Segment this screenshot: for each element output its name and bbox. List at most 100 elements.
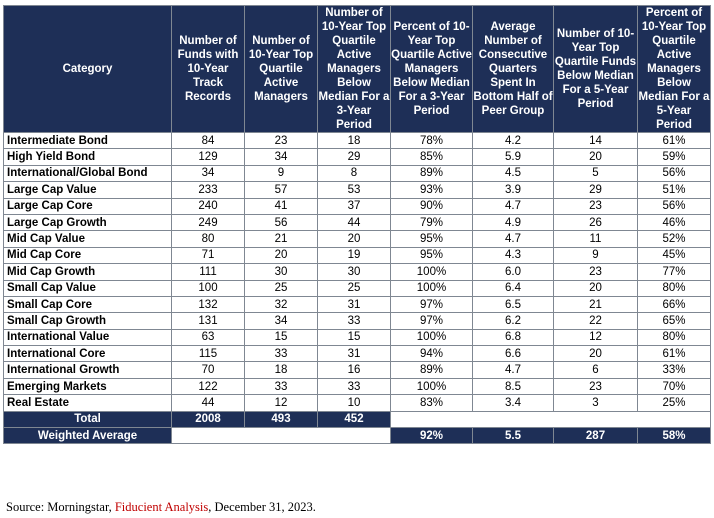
avg-quarters-cell: 4.2 xyxy=(472,131,554,150)
below-median-3yr-cell: 8 xyxy=(317,164,391,183)
source-highlight: Fiducient Analysis xyxy=(114,500,209,514)
funds-cell: 100 xyxy=(171,279,245,297)
pct-3yr-cell: 97% xyxy=(390,295,473,314)
pct-3yr-cell: 89% xyxy=(390,361,473,379)
pct-5yr-cell: 46% xyxy=(637,213,711,232)
funds-cell: 70 xyxy=(171,361,245,379)
weighted-average-pct-3yr: 92% xyxy=(390,427,473,445)
table-row: Intermediate Bond 84 23 18 78% 4.2 14 61… xyxy=(3,131,711,150)
total-row: Total 2008 493 452 xyxy=(3,410,711,429)
header-avg-quarters: Average Number of Consecutive Quarters S… xyxy=(472,5,554,133)
avg-quarters-cell: 6.4 xyxy=(472,279,554,297)
weighted-average-row: Weighted Average 92% 5.5 287 58% xyxy=(3,427,711,445)
category-cell: Small Cap Core xyxy=(3,295,172,314)
below-median-3yr-cell: 31 xyxy=(317,295,391,314)
category-cell: International/Global Bond xyxy=(3,164,172,183)
avg-quarters-cell: 6.2 xyxy=(472,312,554,330)
below-median-3yr-cell: 33 xyxy=(317,377,391,396)
pct-5yr-cell: 56% xyxy=(637,164,711,183)
below-median-5yr-cell: 9 xyxy=(553,246,638,265)
avg-quarters-cell: 3.4 xyxy=(472,394,554,412)
pct-3yr-cell: 89% xyxy=(390,164,473,183)
pct-3yr-cell: 90% xyxy=(390,197,473,215)
below-median-5yr-cell: 23 xyxy=(553,197,638,215)
below-median-3yr-cell: 20 xyxy=(317,230,391,248)
below-median-3yr-cell: 53 xyxy=(317,181,391,199)
fund-performance-table: Category Number of Funds with 10-Year Tr… xyxy=(3,5,711,445)
below-median-5yr-cell: 29 xyxy=(553,181,638,199)
below-median-5yr-cell: 20 xyxy=(553,279,638,297)
below-median-3yr-cell: 37 xyxy=(317,197,391,215)
pct-5yr-cell: 80% xyxy=(637,328,711,347)
category-cell: High Yield Bond xyxy=(3,148,172,166)
header-pct-below-median-3yr: Percent of 10-Year Top Quartile Active M… xyxy=(390,5,473,133)
top-quartile-cell: 34 xyxy=(244,148,318,166)
funds-cell: 44 xyxy=(171,394,245,412)
header-category: Category xyxy=(3,5,172,133)
category-cell: Mid Cap Growth xyxy=(3,263,172,281)
total-below-median-3yr: 452 xyxy=(317,410,391,429)
category-cell: Small Cap Value xyxy=(3,279,172,297)
top-quartile-cell: 33 xyxy=(244,345,318,363)
funds-cell: 240 xyxy=(171,197,245,215)
pct-5yr-cell: 45% xyxy=(637,246,711,265)
pct-3yr-cell: 100% xyxy=(390,328,473,347)
below-median-5yr-cell: 3 xyxy=(553,394,638,412)
top-quartile-cell: 20 xyxy=(244,246,318,265)
table-row: Emerging Markets 122 33 33 100% 8.5 23 7… xyxy=(3,377,711,396)
avg-quarters-cell: 8.5 xyxy=(472,377,554,396)
below-median-3yr-cell: 29 xyxy=(317,148,391,166)
funds-cell: 122 xyxy=(171,377,245,396)
below-median-3yr-cell: 30 xyxy=(317,263,391,281)
below-median-3yr-cell: 44 xyxy=(317,213,391,232)
table-row: Small Cap Value 100 25 25 100% 6.4 20 80… xyxy=(3,279,711,297)
below-median-5yr-cell: 23 xyxy=(553,377,638,396)
header-row: Category Number of Funds with 10-Year Tr… xyxy=(3,5,711,133)
below-median-5yr-cell: 26 xyxy=(553,213,638,232)
below-median-5yr-cell: 12 xyxy=(553,328,638,347)
pct-3yr-cell: 95% xyxy=(390,230,473,248)
pct-5yr-cell: 52% xyxy=(637,230,711,248)
header-top-quartile: Number of 10-Year Top Quartile Active Ma… xyxy=(244,5,318,133)
funds-cell: 80 xyxy=(171,230,245,248)
category-cell: Large Cap Core xyxy=(3,197,172,215)
header-pct-below-median-5yr: Percent of 10-Year Top Quartile Active M… xyxy=(637,5,711,133)
pct-5yr-cell: 51% xyxy=(637,181,711,199)
pct-5yr-cell: 61% xyxy=(637,131,711,150)
top-quartile-cell: 41 xyxy=(244,197,318,215)
category-cell: Intermediate Bond xyxy=(3,131,172,150)
top-quartile-cell: 30 xyxy=(244,263,318,281)
funds-cell: 233 xyxy=(171,181,245,199)
header-below-median-5yr: Number of 10-Year Top Quartile Funds Bel… xyxy=(553,5,638,133)
table-row: Mid Cap Core 71 20 19 95% 4.3 9 45% xyxy=(3,246,711,265)
pct-5yr-cell: 77% xyxy=(637,263,711,281)
avg-quarters-cell: 3.9 xyxy=(472,181,554,199)
table-row: Small Cap Growth 131 34 33 97% 6.2 22 65… xyxy=(3,312,711,330)
funds-cell: 132 xyxy=(171,295,245,314)
avg-quarters-cell: 4.7 xyxy=(472,230,554,248)
pct-5yr-cell: 59% xyxy=(637,148,711,166)
top-quartile-cell: 56 xyxy=(244,213,318,232)
weighted-average-avg-quarters: 5.5 xyxy=(472,427,554,445)
weighted-average-label: Weighted Average xyxy=(3,427,172,445)
table-row: International Growth 70 18 16 89% 4.7 6 … xyxy=(3,361,711,379)
top-quartile-cell: 9 xyxy=(244,164,318,183)
pct-5yr-cell: 80% xyxy=(637,279,711,297)
category-cell: Large Cap Growth xyxy=(3,213,172,232)
below-median-3yr-cell: 33 xyxy=(317,312,391,330)
pct-3yr-cell: 100% xyxy=(390,263,473,281)
avg-quarters-cell: 6.8 xyxy=(472,328,554,347)
below-median-3yr-cell: 10 xyxy=(317,394,391,412)
top-quartile-cell: 23 xyxy=(244,131,318,150)
table-row: International Value 63 15 15 100% 6.8 12… xyxy=(3,328,711,347)
source-suffix: , December 31, 2023. xyxy=(208,500,316,514)
total-label: Total xyxy=(3,410,172,429)
below-median-5yr-cell: 5 xyxy=(553,164,638,183)
table-row: International Core 115 33 31 94% 6.6 20 … xyxy=(3,345,711,363)
header-funds-count: Number of Funds with 10-Year Track Recor… xyxy=(171,5,245,133)
funds-cell: 115 xyxy=(171,345,245,363)
below-median-5yr-cell: 21 xyxy=(553,295,638,314)
funds-cell: 34 xyxy=(171,164,245,183)
avg-quarters-cell: 5.9 xyxy=(472,148,554,166)
category-cell: International Growth xyxy=(3,361,172,379)
